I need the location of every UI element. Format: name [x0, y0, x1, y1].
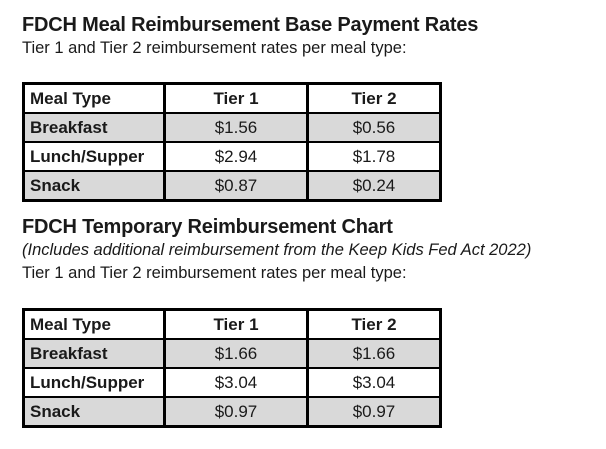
tier2-value-cell: $0.97 [306, 396, 442, 428]
base-rates-table: Meal Type Tier 1 Tier 2 Breakfast $1.56 … [22, 82, 442, 202]
breakfast-row: Breakfast $1.66 $1.66 [22, 338, 442, 369]
base-rates-title: FDCH Meal Reimbursement Base Payment Rat… [22, 14, 479, 36]
tier1-column-header: Tier 1 [163, 82, 309, 114]
meal-type-column-header: Meal Type [22, 82, 166, 114]
tier1-value-cell: $2.94 [163, 141, 309, 172]
tier2-value-cell: $0.56 [306, 112, 442, 143]
snack-row: Snack $0.97 $0.97 [22, 396, 442, 428]
base-rates-subtitle: Tier 1 and Tier 2 reimbursement rates pe… [22, 39, 407, 57]
tier1-value-cell: $3.04 [163, 367, 309, 398]
tier1-value-cell: $0.97 [163, 396, 309, 428]
lunch-supper-row: Lunch/Supper $2.94 $1.78 [22, 141, 442, 172]
lunch-supper-row: Lunch/Supper $3.04 $3.04 [22, 367, 442, 398]
meal-type-cell: Lunch/Supper [22, 141, 166, 172]
temporary-chart-title: FDCH Temporary Reimbursement Chart [22, 216, 393, 238]
section-temporary-chart: FDCH Temporary Reimbursement Chart (Incl… [22, 215, 590, 428]
header-row: Meal Type Tier 1 Tier 2 [22, 308, 442, 340]
tier2-value-cell: $1.66 [306, 338, 442, 369]
meal-type-column-header: Meal Type [22, 308, 166, 340]
tier2-value-cell: $1.78 [306, 141, 442, 172]
meal-type-cell: Breakfast [22, 112, 166, 143]
meal-type-cell: Snack [22, 170, 166, 202]
tier2-value-cell: $3.04 [306, 367, 442, 398]
section-base-payment-rates: FDCH Meal Reimbursement Base Payment Rat… [22, 13, 590, 202]
meal-type-cell: Lunch/Supper [22, 367, 166, 398]
header-row: Meal Type Tier 1 Tier 2 [22, 82, 442, 114]
tier2-column-header: Tier 2 [306, 308, 442, 340]
tier1-column-header: Tier 1 [163, 308, 309, 340]
keep-kids-fed-note: (Includes additional reimbursement from … [22, 241, 532, 259]
tier1-value-cell: $1.56 [163, 112, 309, 143]
temporary-rates-table: Meal Type Tier 1 Tier 2 Breakfast $1.66 … [22, 308, 442, 428]
tier2-value-cell: $0.24 [306, 170, 442, 202]
meal-type-cell: Breakfast [22, 338, 166, 369]
breakfast-row: Breakfast $1.56 $0.56 [22, 112, 442, 143]
temporary-chart-subtitle: Tier 1 and Tier 2 reimbursement rates pe… [22, 264, 407, 282]
tier1-value-cell: $1.66 [163, 338, 309, 369]
tier2-column-header: Tier 2 [306, 82, 442, 114]
snack-row: Snack $0.87 $0.24 [22, 170, 442, 202]
document-page: FDCH Meal Reimbursement Base Payment Rat… [22, 13, 590, 428]
tier1-value-cell: $0.87 [163, 170, 309, 202]
meal-type-cell: Snack [22, 396, 166, 428]
